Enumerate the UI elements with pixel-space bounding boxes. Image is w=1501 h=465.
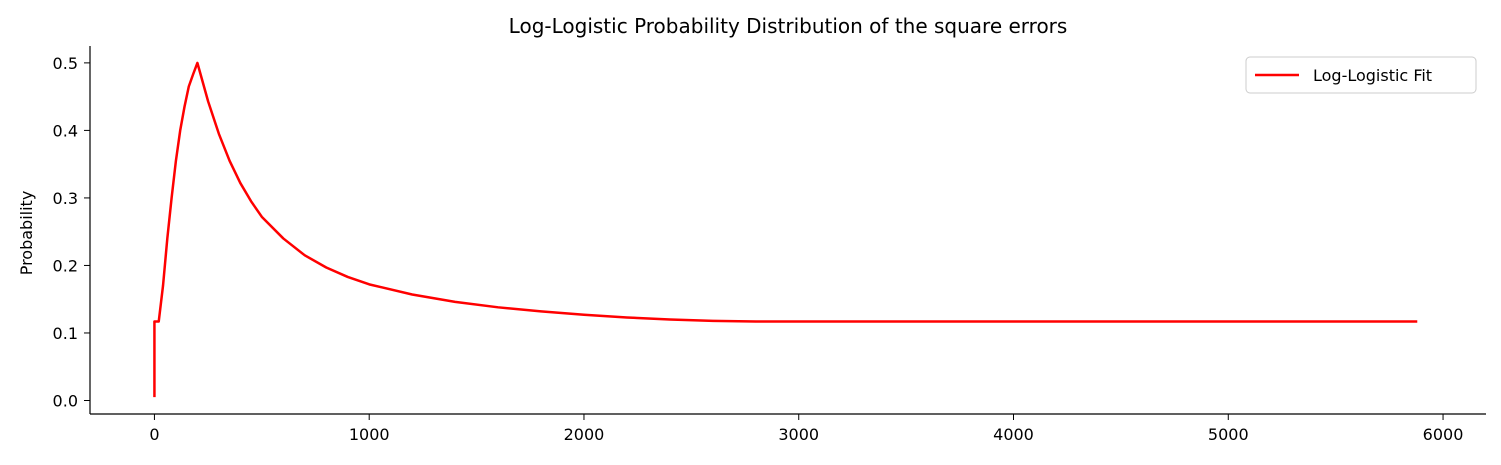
- legend-box: [1245, 56, 1477, 94]
- y-tick-label: 0.1: [53, 324, 78, 343]
- x-tick-label: 1000: [349, 425, 390, 444]
- x-tick-label: 4000: [993, 425, 1034, 444]
- legend-label: Log-Logistic Fit: [1313, 66, 1432, 85]
- x-tick-label: 0: [149, 425, 159, 444]
- x-tick-label: 6000: [1423, 425, 1464, 444]
- x-ticks: 0 1000 2000 3000 4000 5000 6000: [149, 414, 1463, 444]
- chart-title: Log-Logistic Probability Distribution of…: [509, 14, 1068, 38]
- plot-area: [153, 61, 1418, 398]
- x-tick-label: 3000: [778, 425, 819, 444]
- x-tick-label: 2000: [564, 425, 605, 444]
- y-tick-label: 0.5: [53, 54, 78, 73]
- series-line-log-logistic-fit: [153, 61, 1418, 398]
- x-tick-label: 5000: [1208, 425, 1249, 444]
- y-tick-label: 0.2: [53, 256, 78, 275]
- y-tick-label: 0.4: [53, 121, 78, 140]
- y-tick-label: 0.0: [53, 391, 78, 410]
- legend: Log-Logistic Fit: [1245, 56, 1477, 94]
- y-ticks: 0.0 0.1 0.2 0.3 0.4 0.5: [53, 54, 90, 410]
- y-axis-label: Probability: [17, 191, 36, 276]
- y-tick-label: 0.3: [53, 189, 78, 208]
